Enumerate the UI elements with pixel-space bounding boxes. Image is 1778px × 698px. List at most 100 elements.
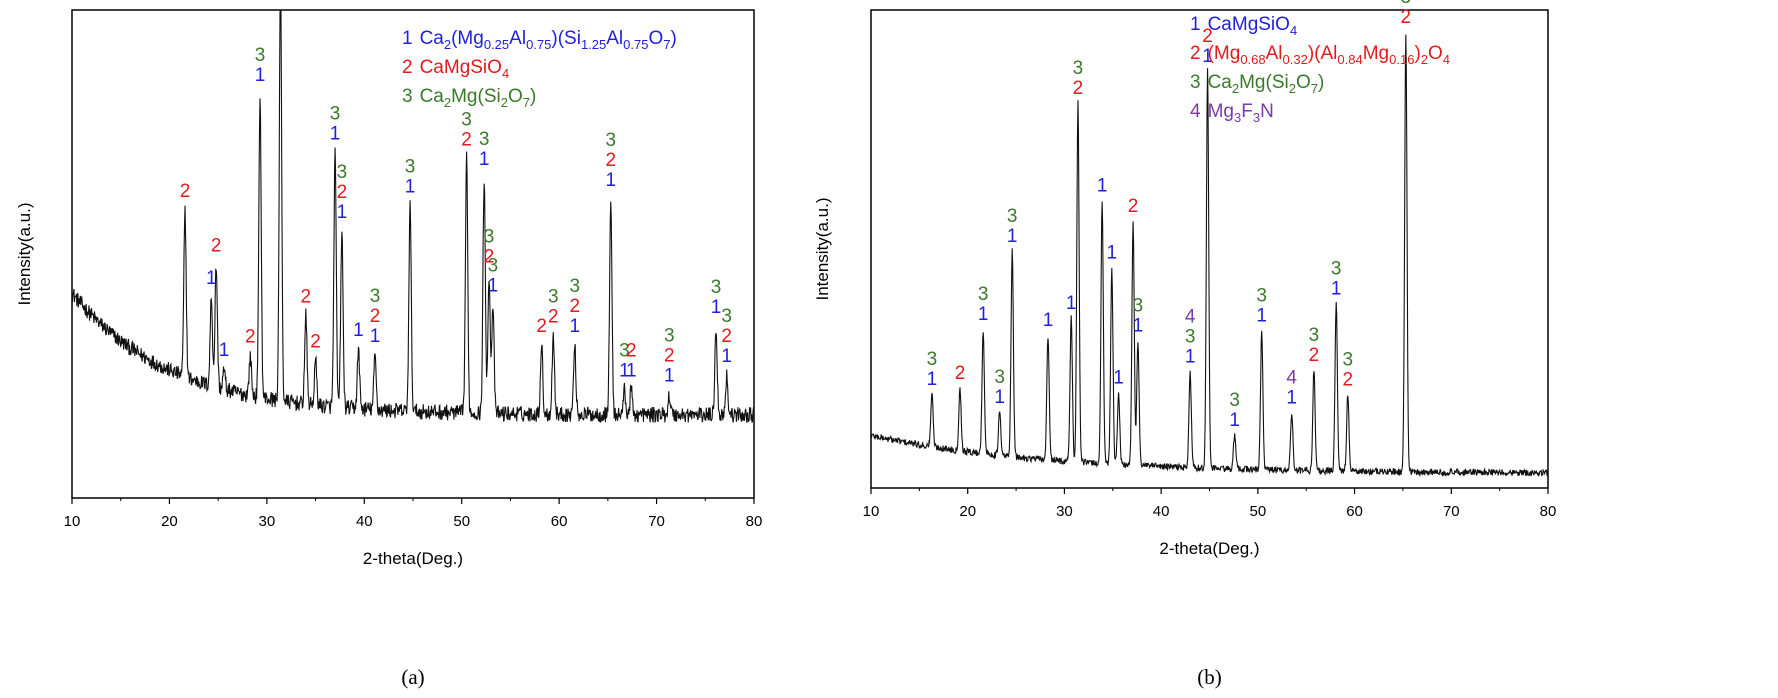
x-axis-title: 2-theta(Deg.) xyxy=(363,549,463,568)
legend-subscript: 0.32 xyxy=(1283,52,1308,67)
peak-label-phase-2: 2 xyxy=(484,246,495,267)
legend-entry-phase-2: 2 (Mg0.68Al0.32)(Al0.84Mg0.16)2O4 xyxy=(1190,43,1450,67)
legend-subscript: 0.84 xyxy=(1337,52,1362,67)
peak-label-phase-3: 3 xyxy=(1256,286,1267,307)
legend-text-part: O xyxy=(1296,72,1311,93)
peak-label-phase-1: 1 xyxy=(1202,46,1213,67)
legend-subscript: 0.68 xyxy=(1240,52,1265,67)
legend-text-part: CaMgSiO xyxy=(1208,14,1290,35)
peak-label-phase-1: 1 xyxy=(1229,410,1240,431)
peak-label-phase-3: 3 xyxy=(664,325,675,346)
legend-text-part: Al xyxy=(1266,43,1283,64)
peak-label-phase-1: 1 xyxy=(330,123,341,144)
x-tick-label: 10 xyxy=(64,513,81,530)
peak-label-phase-3: 3 xyxy=(619,340,630,361)
peak-label-phase-2: 2 xyxy=(337,182,348,203)
peak-label-phase-1: 1 xyxy=(488,276,499,297)
peak-label-phase-1: 1 xyxy=(1107,243,1118,264)
legend-text-part: )(Si xyxy=(551,28,581,49)
legend-subscript: 4 xyxy=(1290,23,1297,38)
legend-entry-phase-3: 3 Ca2Mg(Si2O7) xyxy=(1190,72,1324,96)
peak-label-phase-3: 3 xyxy=(461,109,472,130)
peak-label-phase-3: 3 xyxy=(1185,327,1196,348)
legend-text-part: CaMgSiO xyxy=(420,57,502,78)
legend-subscript: 0.25 xyxy=(484,37,509,52)
peak-label-phase-3: 3 xyxy=(548,286,559,307)
x-axis-title: 2-theta(Deg.) xyxy=(1159,539,1259,558)
legend-subscript: 2 xyxy=(501,95,508,110)
legend-subscript: 2 xyxy=(1421,52,1428,67)
legend-text-part: O xyxy=(648,28,663,49)
x-tick-label: 60 xyxy=(551,513,568,530)
peak-label-phase-2: 2 xyxy=(536,316,547,337)
peak-label-phase-2: 2 xyxy=(1309,345,1320,366)
x-tick-label: 50 xyxy=(1250,503,1267,520)
peak-label-phase-2: 2 xyxy=(548,306,559,327)
peak-label-phase-3: 3 xyxy=(330,103,341,124)
peak-label-phase-3: 3 xyxy=(405,156,416,177)
plot-frame xyxy=(71,9,755,499)
peak-label-phase-3: 3 xyxy=(255,45,266,66)
peak-label-phase-1: 1 xyxy=(664,365,675,386)
peak-label-phase-1: 1 xyxy=(1133,316,1144,337)
panel-caption: (a) xyxy=(401,665,424,689)
legend-subscript: 1.25 xyxy=(581,37,606,52)
peak-label-phase-3: 3 xyxy=(978,284,989,305)
x-tick-label: 20 xyxy=(161,513,178,530)
legend-text-part: (Mg xyxy=(1208,43,1241,64)
legend-subscript: 3 xyxy=(1253,110,1260,125)
peak-label-phase-3: 3 xyxy=(488,256,499,277)
peak-label-phase-1: 1 xyxy=(337,202,348,223)
legend-subscript: 0.75 xyxy=(623,37,648,52)
legend-text-part: Mg(Si xyxy=(451,86,501,107)
x-tick-label: 10 xyxy=(863,503,880,520)
legend-text-part: ) xyxy=(1318,72,1324,93)
x-tick-label: 70 xyxy=(1443,503,1460,520)
peak-label-phase-1: 1 xyxy=(994,387,1005,408)
peak-label-phase-3: 3 xyxy=(605,130,616,151)
peak-label-phase-1: 1 xyxy=(370,326,381,347)
peak-label-phase-1: 1 xyxy=(1286,388,1297,409)
peak-label-phase-2: 2 xyxy=(569,296,580,317)
legend-text-part: Mg xyxy=(1363,43,1389,64)
legend-entry-phase-3: 3 Ca2Mg(Si2O7) xyxy=(402,86,536,110)
peak-label-phase-3: 3 xyxy=(1401,0,1412,8)
peak-label-phase-3: 3 xyxy=(994,367,1005,388)
legend-text-part: Ca xyxy=(420,86,445,107)
peak-label-phase-1: 1 xyxy=(1331,278,1342,299)
peak-label-phase-3: 3 xyxy=(1133,296,1144,317)
legend-text-part: Ca xyxy=(420,28,445,49)
legend-entry-phase-1: 1 CaMgSiO4 xyxy=(1190,14,1297,38)
legend-text-part: O xyxy=(508,86,523,107)
legend-number: 3 xyxy=(1190,72,1201,93)
peak-label-phase-1: 1 xyxy=(711,297,722,318)
peak-label-phase-3: 3 xyxy=(370,286,381,307)
legend-entry-phase-1: 1 Ca2(Mg0.25Al0.75)(Si1.25Al0.75O7) xyxy=(402,28,677,52)
x-tick-label: 20 xyxy=(959,503,976,520)
legend-subscript: 0.75 xyxy=(526,37,551,52)
peak-label-phase-1: 1 xyxy=(405,176,416,197)
peak-label-phase-1: 1 xyxy=(626,360,637,381)
peak-label-phase-2: 2 xyxy=(461,129,472,150)
legend-number: 4 xyxy=(1190,101,1201,122)
peak-label-phase-2: 2 xyxy=(955,363,966,384)
legend-text-part: ) xyxy=(670,28,676,49)
peak-label-phase-2: 2 xyxy=(370,306,381,327)
x-tick-label: 80 xyxy=(746,513,763,530)
peak-label-phase-2: 2 xyxy=(301,286,312,307)
peak-label-phase-1: 1 xyxy=(978,304,989,325)
peak-label-phase-1: 1 xyxy=(353,320,364,341)
legend-entry-phase-2: 2 CaMgSiO4 xyxy=(402,57,509,81)
x-tick-label: 60 xyxy=(1346,503,1363,520)
peak-label-phase-3: 3 xyxy=(484,226,495,247)
peak-label-phase-3: 3 xyxy=(1309,325,1320,346)
peak-label-phase-2: 2 xyxy=(721,326,732,347)
legend-subscript: 3 xyxy=(1234,110,1241,125)
peak-label-phase-1: 1 xyxy=(619,360,630,381)
peak-label-phase-2: 2 xyxy=(245,327,256,348)
peak-label-phase-1: 1 xyxy=(206,268,217,289)
legend-text-part: )(Al xyxy=(1308,43,1338,64)
x-tick-label: 30 xyxy=(259,513,276,530)
panel-a: 10 20 30 40 50 60 70 80 2-theta(Deg.) Intensity(a… xyxy=(15,9,763,689)
